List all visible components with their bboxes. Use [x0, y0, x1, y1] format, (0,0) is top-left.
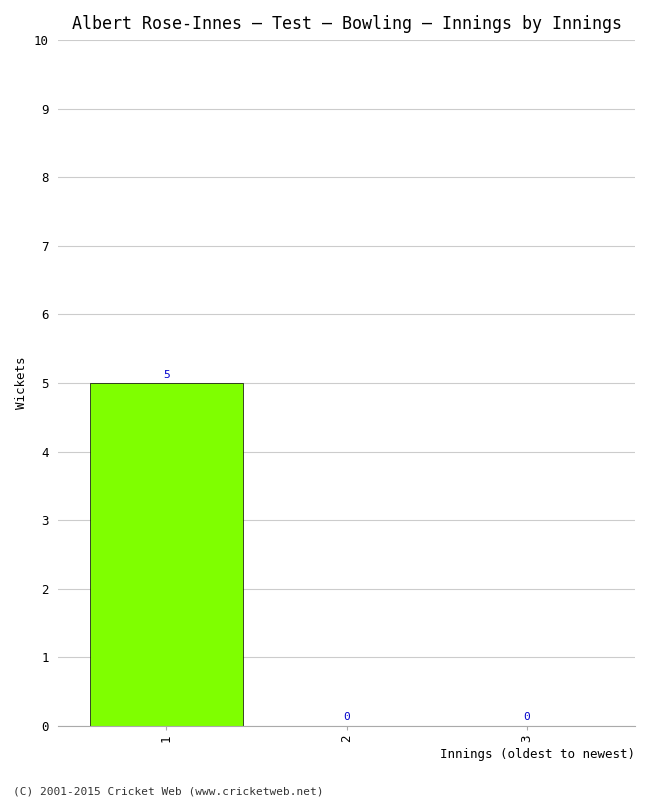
- Title: Albert Rose-Innes – Test – Bowling – Innings by Innings: Albert Rose-Innes – Test – Bowling – Inn…: [72, 15, 621, 33]
- Text: 0: 0: [523, 713, 530, 722]
- Text: (C) 2001-2015 Cricket Web (www.cricketweb.net): (C) 2001-2015 Cricket Web (www.cricketwe…: [13, 786, 324, 796]
- Bar: [90, 383, 243, 726]
- Text: 0: 0: [343, 713, 350, 722]
- X-axis label: Innings (oldest to newest): Innings (oldest to newest): [440, 748, 635, 761]
- Text: 5: 5: [163, 370, 170, 379]
- Y-axis label: Wickets: Wickets: [15, 357, 28, 410]
